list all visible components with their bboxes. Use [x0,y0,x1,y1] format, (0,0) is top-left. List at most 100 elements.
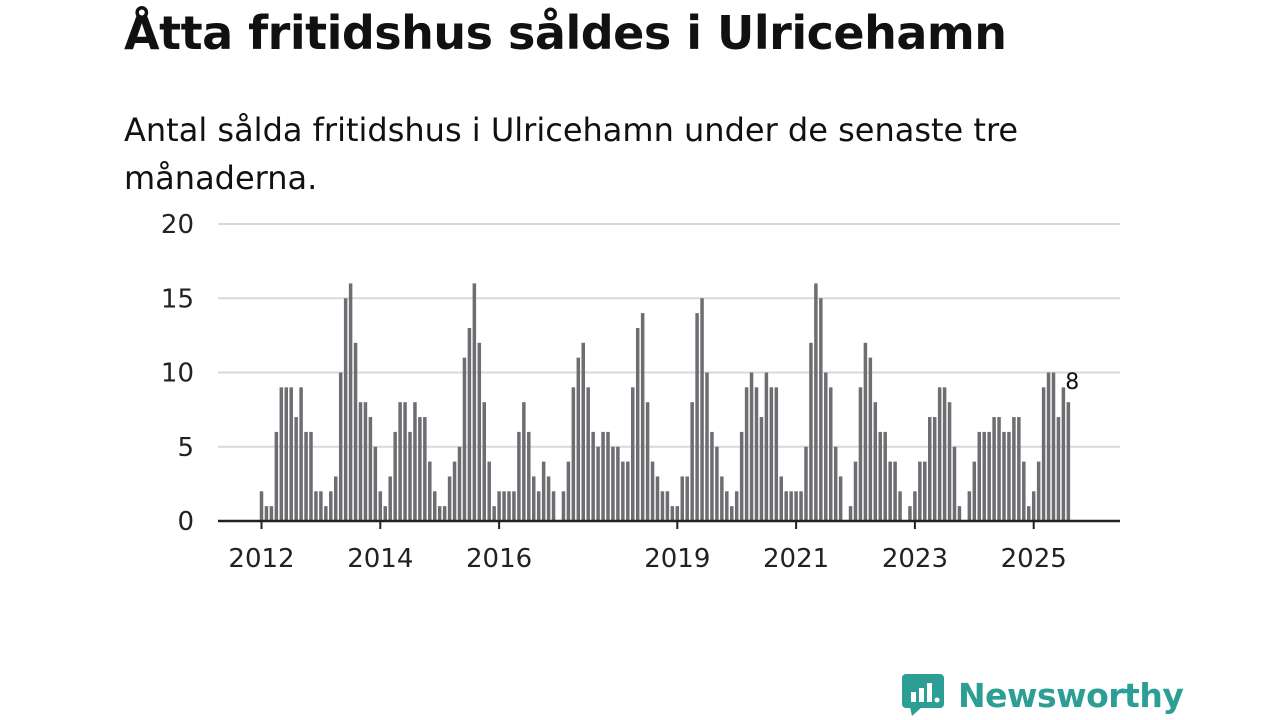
bar [274,431,279,521]
bar [898,491,902,521]
bar [403,402,407,521]
bar [685,476,689,521]
bar [1007,431,1011,521]
bar [596,446,600,521]
bar [259,491,264,521]
bar [492,506,496,521]
bar [705,372,709,521]
bar [858,387,863,521]
bar [1066,402,1071,521]
highlight-value-label: 8 [1065,370,1079,395]
bar [720,476,724,521]
bar [457,446,462,521]
bar [754,387,759,521]
bar [363,402,368,521]
bar [368,417,373,521]
bar [304,431,308,521]
bar [576,357,581,521]
bar [957,506,962,521]
bar [343,298,348,521]
bar [918,461,922,521]
bar [804,446,808,521]
bar [433,491,437,521]
bar [482,402,486,521]
bar [1046,372,1051,521]
bar [982,431,986,521]
bar [269,506,274,521]
bar [819,298,823,521]
bar [423,417,427,521]
bar [626,461,630,521]
bar [447,476,452,521]
bar [314,491,318,521]
bar [829,387,833,521]
bar [1022,461,1026,521]
newsworthy-logo-icon [902,674,944,716]
bar [393,431,397,521]
bar [883,431,887,521]
y-tick-label: 5 [177,433,194,463]
bar [517,431,521,521]
bar [923,461,927,521]
y-tick-label: 20 [161,210,194,240]
bar [710,431,714,521]
bar [462,357,467,521]
bar [512,491,516,521]
bar [809,342,813,521]
bar [789,491,793,521]
bar [863,342,868,521]
bar [764,372,769,521]
bar [635,327,640,521]
bar [774,387,779,521]
bar [660,491,665,521]
bar [338,372,343,521]
bar [477,342,482,521]
chart-subtitle: Antal sålda fritidshus i Ulricehamn unde… [124,111,1019,197]
bar [1002,431,1006,521]
bar [680,476,684,521]
x-tick-label: 2016 [466,544,532,574]
bar [527,431,531,521]
chart-title: Åtta fritidshus såldes i Ulricehamn [124,6,1007,60]
bar [972,461,977,521]
bar [309,431,313,521]
bar [690,402,694,521]
bar [695,313,699,521]
bar [561,491,566,521]
bar [655,476,660,521]
bar [428,461,432,521]
bar [442,506,447,521]
bar [833,446,838,521]
bar [329,491,333,521]
bar [784,491,788,521]
newsworthy-logo[interactable]: Newsworthy [902,670,1184,720]
bar [571,387,576,521]
bar [650,461,655,521]
bar [264,506,269,521]
bar [413,402,417,521]
x-tick-label: 2012 [228,544,294,574]
bar [997,417,1001,521]
bar [908,506,912,521]
data-labels: 8 [1065,370,1079,395]
bar [472,283,477,521]
bar [452,461,457,521]
bar [591,431,595,521]
bar [1012,417,1016,521]
bar [1027,506,1031,521]
bar [779,476,783,521]
bar [645,402,650,521]
bar [640,313,645,521]
y-axis-ticks: 0 5 10 15 20 [161,210,194,537]
bar [502,491,506,521]
bar [1036,461,1041,521]
bar [853,461,858,521]
bar [799,491,803,521]
bar [299,387,303,521]
bar [928,417,932,521]
bar [987,431,991,521]
bar [319,491,323,521]
bar [532,476,536,521]
gridlines [218,223,1120,448]
bar [334,476,338,521]
